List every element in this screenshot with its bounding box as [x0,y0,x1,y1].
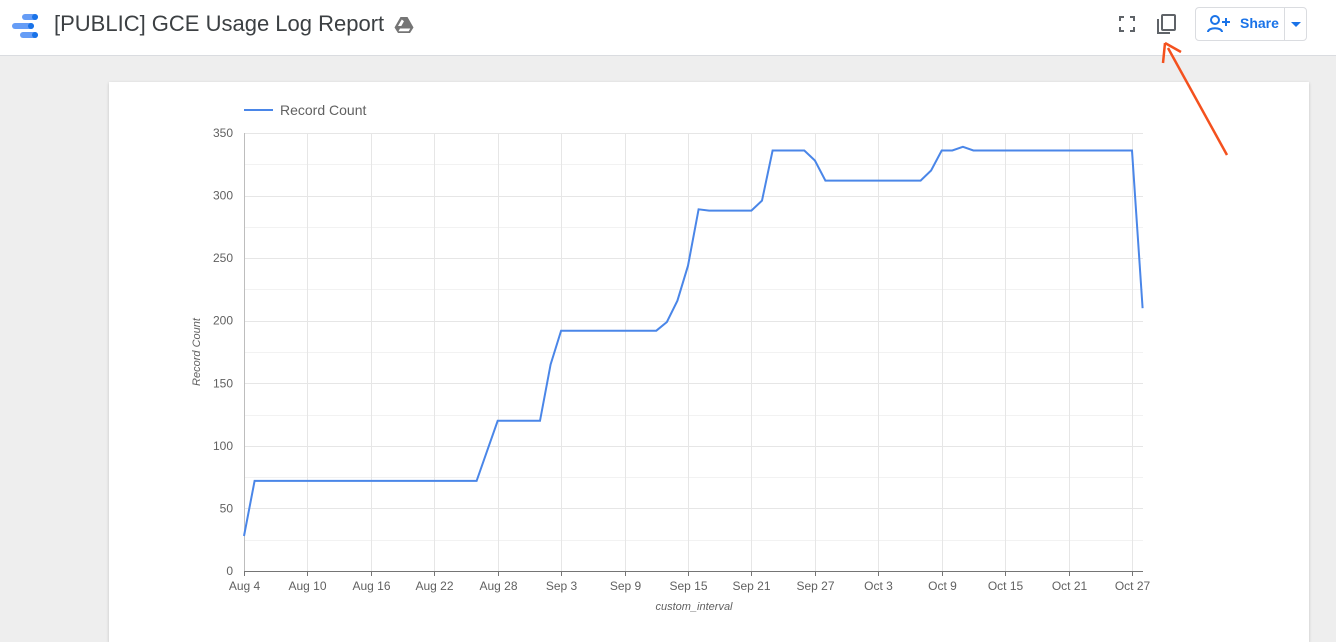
x-tick-label: Sep 3 [546,579,578,593]
x-tick-label: Oct 9 [928,579,957,593]
x-tick-label: Oct 21 [1052,579,1088,593]
x-tick-label: Aug 10 [288,579,326,593]
report-canvas-page: 0 50 100 150 200 250 300 350 Aug 4 Aug 10 Aug 16 A… [109,82,1309,642]
x-tick-label: Sep 15 [669,579,707,593]
x-tick-label: Oct 27 [1115,579,1151,593]
x-tick-label: Sep 9 [610,579,642,593]
x-axis-ticks: Aug 4 Aug 10 Aug 16 Aug 22 Aug 28 Sep 3 Sep 9 S… [229,571,1151,593]
person-add-icon [1207,15,1231,33]
caret-down-icon [1285,8,1307,40]
share-button[interactable]: Share [1196,8,1284,40]
x-tick-label: Sep 21 [732,579,770,593]
legend-label[interactable]: Record Count [280,102,366,118]
x-tick-label: Aug 28 [479,579,517,593]
annotation-arrow-icon [1150,38,1240,163]
report-title[interactable]: [PUBLIC] GCE Usage Log Report [54,11,384,37]
google-drive-icon[interactable] [394,16,414,34]
y-tick-label: 300 [213,189,233,203]
y-tick-label: 50 [220,501,234,515]
y-tick-label: 100 [213,439,233,453]
x-axis-title: custom_interval [655,601,733,613]
y-tick-label: 350 [213,126,233,140]
fullscreen-icon[interactable] [1117,14,1137,34]
x-tick-label: Aug 4 [229,579,261,593]
copy-report-icon[interactable] [1154,12,1178,36]
share-button-group: Share [1195,7,1307,41]
share-label: Share [1240,15,1279,31]
share-dropdown-button[interactable] [1285,8,1307,40]
y-axis-title: Record Count [191,317,203,386]
x-tick-label: Oct 15 [988,579,1024,593]
y-tick-label: 0 [226,564,233,578]
chart-grid [244,133,1143,572]
y-tick-label: 200 [213,314,233,328]
y-axis-ticks: 0 50 100 150 200 250 300 350 [213,126,233,578]
x-tick-label: Sep 27 [796,579,834,593]
data-studio-logo-icon[interactable] [10,12,42,40]
y-tick-label: 150 [213,376,233,390]
top-app-bar: [PUBLIC] GCE Usage Log Report Share [0,0,1336,56]
x-tick-label: Aug 22 [415,579,453,593]
x-tick-label: Aug 16 [352,579,390,593]
y-tick-label: 250 [213,251,233,265]
x-tick-label: Oct 3 [864,579,893,593]
